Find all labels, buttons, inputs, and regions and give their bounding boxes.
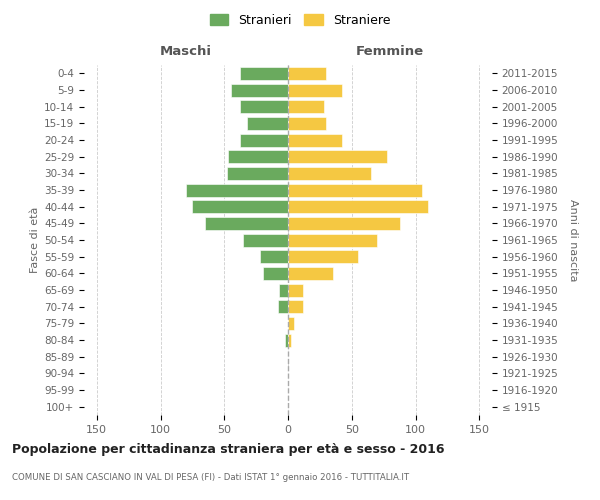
Bar <box>288 334 290 346</box>
Bar <box>288 234 377 246</box>
Text: Femmine: Femmine <box>356 46 424 59</box>
Y-axis label: Anni di nascita: Anni di nascita <box>568 198 578 281</box>
Bar <box>288 134 341 146</box>
Bar <box>288 200 428 213</box>
Bar <box>260 250 288 263</box>
Bar <box>186 184 288 196</box>
Bar <box>205 217 288 230</box>
Bar <box>279 284 288 296</box>
Bar <box>278 300 288 313</box>
Bar <box>244 234 288 246</box>
Bar <box>263 267 288 280</box>
Bar <box>288 84 341 96</box>
Bar <box>193 200 288 213</box>
Text: COMUNE DI SAN CASCIANO IN VAL DI PESA (FI) - Dati ISTAT 1° gennaio 2016 - TUTTIT: COMUNE DI SAN CASCIANO IN VAL DI PESA (F… <box>12 472 409 482</box>
Bar <box>286 334 288 346</box>
Text: Maschi: Maschi <box>160 46 212 59</box>
Bar <box>288 167 371 180</box>
Bar <box>239 67 288 80</box>
Bar <box>239 100 288 113</box>
Bar <box>227 167 288 180</box>
Bar <box>288 317 295 330</box>
Bar <box>228 150 288 163</box>
Y-axis label: Fasce di età: Fasce di età <box>30 207 40 273</box>
Bar <box>288 100 324 113</box>
Bar <box>288 67 326 80</box>
Bar <box>239 134 288 146</box>
Legend: Stranieri, Straniere: Stranieri, Straniere <box>205 8 395 32</box>
Bar <box>288 117 326 130</box>
Bar <box>288 250 358 263</box>
Bar <box>288 267 332 280</box>
Bar <box>288 284 304 296</box>
Bar <box>288 300 304 313</box>
Bar <box>247 117 288 130</box>
Bar <box>288 150 388 163</box>
Bar <box>288 217 400 230</box>
Text: Popolazione per cittadinanza straniera per età e sesso - 2016: Popolazione per cittadinanza straniera p… <box>12 442 445 456</box>
Bar <box>288 184 422 196</box>
Bar <box>230 84 288 96</box>
